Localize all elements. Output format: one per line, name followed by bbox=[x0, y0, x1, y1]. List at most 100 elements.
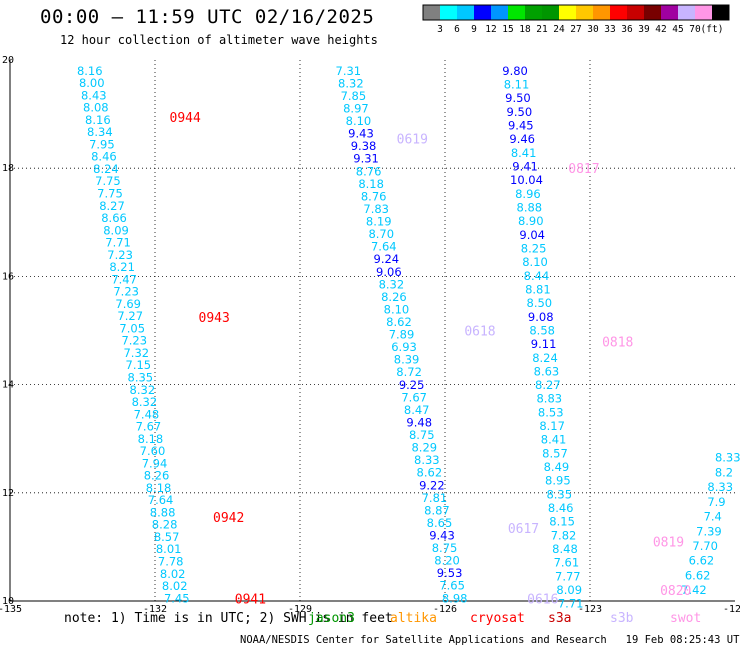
pass-time-label: 0942 bbox=[213, 511, 244, 526]
satellite-altika: altika bbox=[390, 611, 437, 626]
wave-height-value: 8.87 bbox=[424, 503, 450, 517]
colorbar-label: 15 bbox=[502, 24, 513, 35]
wave-height-value: 7.95 bbox=[89, 137, 115, 151]
wave-height-value: 7.42 bbox=[681, 583, 707, 597]
wave-height-value: 7.75 bbox=[95, 174, 121, 188]
wave-height-value: 8.88 bbox=[150, 505, 176, 519]
colorbar-swatch bbox=[491, 5, 508, 20]
pass-time-label: 0943 bbox=[199, 311, 230, 326]
wave-height-value: 7.61 bbox=[554, 556, 580, 570]
wave-height-value: 8.47 bbox=[404, 403, 430, 417]
colorbar-label: 12 bbox=[485, 24, 496, 35]
wave-height-value: 7.60 bbox=[140, 444, 166, 458]
colorbar-label: 42 bbox=[655, 24, 666, 35]
wave-height-value: 8.16 bbox=[77, 64, 103, 78]
colorbar-label: 27 bbox=[570, 24, 581, 35]
satellite-swot: swot bbox=[670, 611, 702, 626]
wave-height-value: 7.39 bbox=[696, 524, 722, 538]
wave-height-value: 7.23 bbox=[107, 248, 133, 262]
wave-height-value: 9.48 bbox=[406, 415, 432, 429]
wave-height-value: 8.49 bbox=[544, 460, 570, 474]
wave-height-value: 8.16 bbox=[85, 113, 111, 127]
wave-height-value: 8.33 bbox=[715, 451, 740, 465]
pass-time-label: 0818 bbox=[602, 335, 633, 350]
colorbar-swatch bbox=[627, 5, 644, 20]
pass-time-label: 0819 bbox=[653, 535, 684, 550]
wave-height-value: 8.44 bbox=[524, 269, 550, 283]
wave-height-value: 7.27 bbox=[117, 309, 143, 323]
pass-time-label: 0817 bbox=[568, 162, 599, 177]
wave-height-value: 7.94 bbox=[142, 456, 168, 470]
wave-height-value: 7.70 bbox=[692, 539, 718, 553]
y-tick-label: 10 bbox=[2, 596, 14, 607]
wave-height-value: 8.76 bbox=[356, 164, 382, 178]
pass-time-label: 0616 bbox=[527, 592, 558, 607]
wave-height-value: 9.24 bbox=[374, 252, 400, 266]
wave-height-value: 7.05 bbox=[119, 321, 145, 335]
wave-height-value: 9.53 bbox=[437, 566, 463, 580]
colorbar-label: 3 bbox=[437, 24, 443, 35]
wave-height-value: 9.45 bbox=[508, 118, 534, 132]
wave-height-value: 7.45 bbox=[164, 591, 190, 605]
wave-height-value: 7.9 bbox=[707, 495, 725, 509]
colorbar-swatch bbox=[695, 5, 712, 20]
footer: NOAA/NESDIS Center for Satellite Applica… bbox=[240, 634, 740, 646]
wave-height-value: 8.53 bbox=[538, 405, 564, 419]
wave-height-value: 8.35 bbox=[546, 487, 572, 501]
colorbar-label: 70 bbox=[689, 24, 701, 35]
satellite-cryosat: cryosat bbox=[470, 611, 525, 626]
wave-height-value: 7.83 bbox=[363, 202, 389, 216]
wave-height-value: 9.43 bbox=[348, 127, 374, 141]
wave-height-value: 8.43 bbox=[81, 88, 107, 102]
wave-height-value: 8.19 bbox=[366, 215, 392, 229]
wave-height-value: 8.18 bbox=[358, 177, 384, 191]
wave-height-value: 9.31 bbox=[353, 152, 379, 166]
wave-height-value: 8.75 bbox=[409, 428, 435, 442]
wave-height-value: 8.10 bbox=[384, 302, 410, 316]
wave-height-colorbar: 3 6 9 12 15 18 21 24 27 30 33 36 39 42 45 70 (ft) bbox=[422, 4, 730, 35]
colorbar-label: 6 bbox=[454, 24, 460, 35]
wave-height-value: 6.62 bbox=[685, 568, 711, 582]
wave-height-value: 8.11 bbox=[504, 77, 530, 91]
wave-height-value: 8.18 bbox=[138, 432, 164, 446]
wave-height-value: 8.48 bbox=[552, 542, 578, 556]
wave-height-value: 8.2 bbox=[715, 465, 733, 479]
x-tick-label: -120 bbox=[723, 604, 740, 612]
wave-height-value: 8.18 bbox=[146, 481, 172, 495]
wave-height-value: 8.72 bbox=[396, 365, 422, 379]
wave-height-value: 8.33 bbox=[707, 480, 733, 494]
wave-height-value: 8.32 bbox=[130, 383, 156, 397]
wave-height-value: 8.88 bbox=[517, 200, 543, 214]
wave-height-value: 8.90 bbox=[518, 214, 544, 228]
wave-height-value: 8.96 bbox=[515, 187, 541, 201]
satellite-jason3: jason3 bbox=[308, 611, 355, 626]
wave-height-value: 8.09 bbox=[556, 583, 582, 597]
satellite-s3a: s3a bbox=[548, 611, 572, 626]
wave-height-value: 9.25 bbox=[399, 378, 425, 392]
wave-height-value: 9.11 bbox=[531, 337, 557, 351]
wave-height-value: 7.78 bbox=[158, 554, 184, 568]
wave-height-value: 7.71 bbox=[105, 236, 131, 250]
wave-height-value: 10.04 bbox=[510, 173, 543, 187]
wave-height-value: 8.66 bbox=[101, 211, 127, 225]
pass-time-label: 0619 bbox=[397, 132, 428, 147]
wave-height-value: 8.65 bbox=[427, 516, 453, 530]
wave-height-value: 7.23 bbox=[121, 334, 147, 348]
map-subtitle: 12 hour collection of altimeter wave hei… bbox=[60, 33, 378, 47]
wave-height-value: 8.24 bbox=[532, 351, 558, 365]
y-tick-label: 18 bbox=[2, 163, 14, 174]
colorbar-label: 24 bbox=[553, 24, 565, 35]
wave-height-value: 6.62 bbox=[689, 554, 715, 568]
wave-height-value: 9.22 bbox=[419, 478, 445, 492]
wave-height-value: 6.93 bbox=[391, 340, 417, 354]
wave-height-value: 8.34 bbox=[87, 125, 113, 139]
wave-height-value: 8.15 bbox=[549, 515, 575, 529]
pass-time-label: 0820 bbox=[660, 584, 691, 599]
wave-height-value: 9.04 bbox=[519, 228, 545, 242]
wave-height-value: 8.00 bbox=[79, 76, 105, 90]
wave-height-value: 7.77 bbox=[555, 569, 581, 583]
wave-height-value: 8.27 bbox=[535, 378, 561, 392]
wave-height-value: 8.26 bbox=[381, 290, 407, 304]
wave-height-value: 7.64 bbox=[371, 240, 397, 254]
wave-height-value: 8.20 bbox=[434, 554, 460, 568]
